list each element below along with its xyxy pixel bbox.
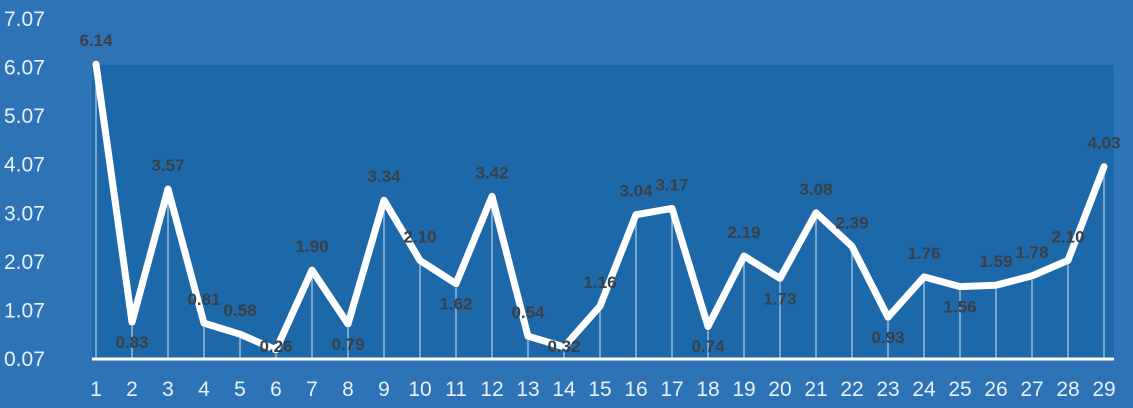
x-tick-label: 17 <box>660 378 683 401</box>
x-tick-label: 15 <box>588 378 611 401</box>
y-tick-label: 7.07 <box>4 8 45 31</box>
data-label: 2.10 <box>403 227 436 246</box>
x-tick-label: 8 <box>342 378 354 401</box>
data-label: 1.62 <box>439 295 472 314</box>
drop-lines <box>95 68 1105 359</box>
x-tick-label: 13 <box>516 378 539 401</box>
x-tick-label: 7 <box>306 378 318 401</box>
data-label: 2.39 <box>835 213 868 232</box>
y-tick-label: 1.07 <box>4 299 45 322</box>
x-tick-label: 6 <box>270 378 282 401</box>
data-label: 2.19 <box>727 223 760 242</box>
data-label: 1.73 <box>763 289 796 308</box>
x-tick-label: 5 <box>234 378 246 401</box>
data-label: 3.17 <box>655 175 688 194</box>
x-tick-label: 26 <box>984 378 1007 401</box>
data-label: 1.78 <box>1015 243 1048 262</box>
data-label: 1.59 <box>979 252 1012 271</box>
data-label: 0.93 <box>871 328 904 347</box>
data-label: 0.54 <box>511 303 545 322</box>
data-label: 3.34 <box>367 167 401 186</box>
data-labels: 6.14 0.83 3.57 0.810.580.26 1.90 0.79 3.34 2.10… <box>79 31 1120 356</box>
x-tick-label: 2 <box>126 378 138 401</box>
data-label: 3.08 <box>799 180 832 199</box>
x-tick-label: 9 <box>378 378 390 401</box>
x-axis-ticks: 1 2 3 4 5 6 7 8 9 10 11 12 13 14 15 16 17 18 19 20 21 22 23 24 2… <box>90 378 1116 401</box>
data-label: 0.26 <box>259 337 292 356</box>
x-tick-label: 3 <box>162 378 174 401</box>
x-tick-label: 28 <box>1056 378 1079 401</box>
x-tick-label: 16 <box>624 378 647 401</box>
data-label: 1.90 <box>295 237 328 256</box>
data-label: 0.74 <box>691 337 725 356</box>
x-tick-label: 10 <box>408 378 431 401</box>
data-label: 4.03 <box>1087 134 1120 153</box>
x-tick-label: 29 <box>1092 378 1115 401</box>
x-tick-label: 22 <box>840 378 863 401</box>
y-tick-label: 5.07 <box>4 105 45 128</box>
data-label: 1.76 <box>907 244 940 263</box>
x-tick-label: 20 <box>768 378 791 401</box>
x-tick-label: 4 <box>198 378 210 401</box>
data-label: 0.58 <box>223 301 256 320</box>
data-label: 2.10 <box>1051 227 1084 246</box>
data-label: 3.04 <box>619 182 653 201</box>
x-tick-label: 19 <box>732 378 755 401</box>
plot-area <box>92 65 1114 359</box>
data-label: 0.83 <box>115 333 148 352</box>
y-tick-label: 0.07 <box>4 348 45 371</box>
data-label: 3.57 <box>151 156 184 175</box>
data-label: 0.79 <box>331 335 364 354</box>
data-label: 0.81 <box>187 290 220 309</box>
data-label: 1.56 <box>943 298 976 317</box>
data-label: 3.42 <box>475 163 508 182</box>
y-tick-label: 2.07 <box>4 251 45 274</box>
x-tick-label: 23 <box>876 378 899 401</box>
y-tick-label: 4.07 <box>4 154 45 177</box>
x-tick-label: 1 <box>90 378 102 401</box>
x-tick-label: 12 <box>480 378 503 401</box>
x-tick-label: 25 <box>948 378 971 401</box>
x-tick-label: 14 <box>552 378 576 401</box>
x-tick-label: 18 <box>696 378 719 401</box>
x-tick-label: 24 <box>912 378 936 401</box>
data-label: 6.14 <box>79 31 113 50</box>
x-tick-label: 11 <box>445 378 467 401</box>
series-line <box>92 60 1108 354</box>
data-label: 1.16 <box>583 273 616 292</box>
y-axis-ticks: 0.07 1.07 2.07 3.07 4.07 5.07 6.07 7.07 <box>4 8 45 371</box>
y-tick-label: 3.07 <box>4 202 45 225</box>
x-tick-label: 27 <box>1020 378 1043 401</box>
data-label: 0.32 <box>547 337 580 356</box>
y-tick-label: 6.07 <box>4 57 45 80</box>
x-tick-label: 21 <box>804 378 827 401</box>
